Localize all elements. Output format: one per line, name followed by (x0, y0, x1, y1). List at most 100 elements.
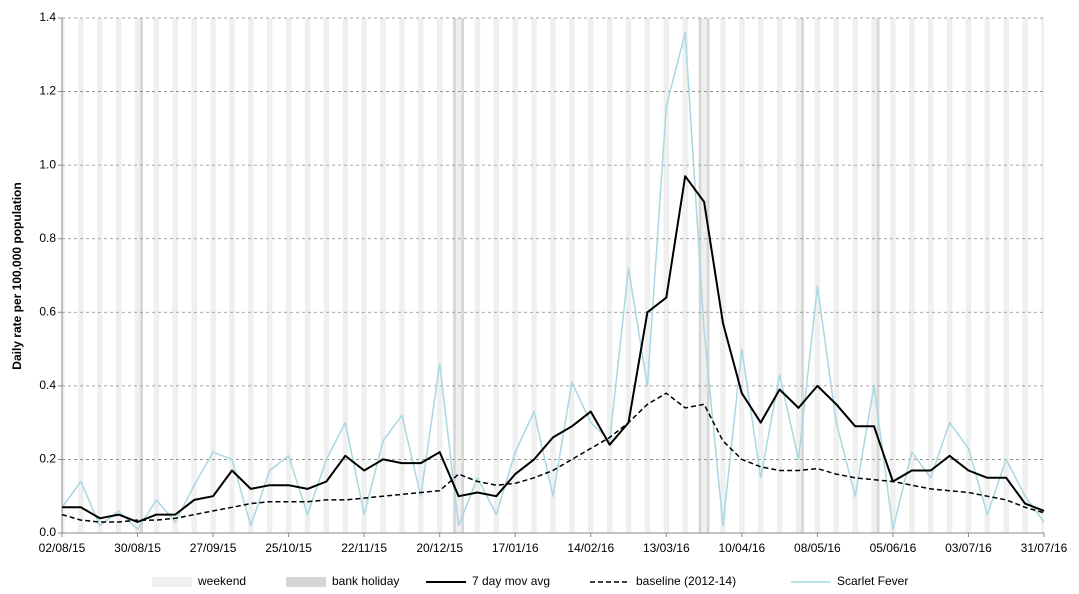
weekend-band (704, 18, 707, 533)
weekend-band (965, 18, 969, 533)
weekend-band (248, 18, 251, 533)
weekend-band (606, 18, 610, 533)
weekend-band (739, 18, 742, 533)
weekend-band (550, 18, 553, 533)
weekend-band (682, 18, 686, 533)
series-line (61, 31, 1045, 531)
bank-holiday-band (140, 18, 143, 533)
y-tick-label: 0.6 (39, 304, 56, 318)
weekend-band (836, 18, 839, 533)
x-tick-label: 30/08/15 (114, 541, 161, 555)
weekend-band (892, 18, 896, 533)
legend-label: weekend (197, 574, 246, 588)
weekend-band (1003, 18, 1007, 533)
legend-label: baseline (2012-14) (636, 574, 736, 588)
weekend-band (685, 18, 688, 533)
legend-label: 7 day mov avg (472, 574, 550, 588)
legend-swatch (286, 577, 326, 587)
weekend-band (817, 18, 821, 533)
x-tick-label: 31/07/16 (1021, 541, 1068, 555)
x-tick-label: 05/06/16 (870, 541, 917, 555)
weekend-band (97, 18, 100, 533)
weekend-band (62, 18, 65, 533)
bank-holiday-band (801, 18, 804, 533)
weekend-band (213, 18, 216, 533)
weekend-band (890, 18, 893, 533)
weekend-band (909, 18, 912, 533)
weekend-band (420, 18, 424, 533)
weekend-band (458, 18, 462, 533)
weekend-band (663, 18, 667, 533)
weekend-band (229, 18, 232, 533)
weekend-band (418, 18, 421, 533)
weekend-band (364, 18, 367, 533)
weekend-band (175, 18, 179, 533)
weekend-band (534, 18, 537, 533)
x-tick-label: 20/12/15 (416, 541, 463, 555)
weekend-band (531, 18, 535, 533)
legend-swatch (152, 577, 192, 587)
weekend-band (194, 18, 197, 533)
weekend-band (814, 18, 818, 533)
weekend-band (874, 18, 877, 533)
weekend-band (496, 18, 500, 533)
y-tick-label: 1.0 (39, 157, 56, 171)
weekend-band (968, 18, 972, 533)
weekend-band (852, 18, 856, 533)
weekend-band (911, 18, 915, 533)
weekend-band (741, 18, 745, 533)
weekend-band (380, 18, 384, 533)
y-tick-label: 0.2 (39, 452, 56, 466)
x-tick-label: 14/02/16 (567, 541, 614, 555)
weekend-band (474, 18, 478, 533)
weekend-band (191, 18, 195, 533)
weekend-band (210, 18, 214, 533)
weekend-band (930, 18, 934, 533)
x-tick-label: 25/10/15 (265, 541, 312, 555)
weekend-band (326, 18, 330, 533)
y-tick-label: 0.4 (39, 378, 56, 392)
weekend-band (304, 18, 308, 533)
weekend-band (569, 18, 572, 533)
x-tick-label: 10/04/16 (718, 541, 765, 555)
bank-holiday-band (706, 18, 710, 533)
weekend-band (307, 18, 311, 533)
weekend-band (833, 18, 837, 533)
weekend-band (553, 18, 556, 533)
weekend-band (383, 18, 386, 533)
weekend-band (269, 18, 273, 533)
weekend-band (795, 18, 799, 533)
weekend-band (285, 18, 289, 533)
weekend-band (80, 18, 84, 533)
x-tick-label: 27/09/15 (190, 541, 237, 555)
weekend-band (644, 18, 648, 533)
weekend-band (231, 18, 235, 533)
weekend-band (477, 18, 481, 533)
weekend-band (515, 18, 518, 533)
y-tick-label: 0.0 (39, 525, 56, 539)
weekend-band (455, 18, 459, 533)
weekend-band (609, 18, 613, 533)
series-line (61, 392, 1045, 523)
weekend-band (399, 18, 402, 533)
weekend-band (439, 18, 443, 533)
weekend-band (436, 18, 440, 533)
weekend-band (946, 18, 950, 533)
weekend-band (758, 18, 761, 533)
x-tick-label: 17/01/16 (492, 541, 539, 555)
weekend-band (571, 18, 575, 533)
weekend-band (250, 18, 254, 533)
weekend-band (1006, 18, 1009, 533)
weekend-band (949, 18, 953, 533)
x-tick-label: 02/08/15 (39, 541, 86, 555)
weekend-band (722, 18, 726, 533)
weekend-band (855, 18, 858, 533)
weekend-band (701, 18, 705, 533)
weekend-band (115, 18, 119, 533)
legend-label: Scarlet Fever (837, 574, 908, 588)
weekend-band (1025, 18, 1028, 533)
weekend-band (156, 18, 160, 533)
weekend-band (493, 18, 497, 533)
weekend-band (323, 18, 327, 533)
